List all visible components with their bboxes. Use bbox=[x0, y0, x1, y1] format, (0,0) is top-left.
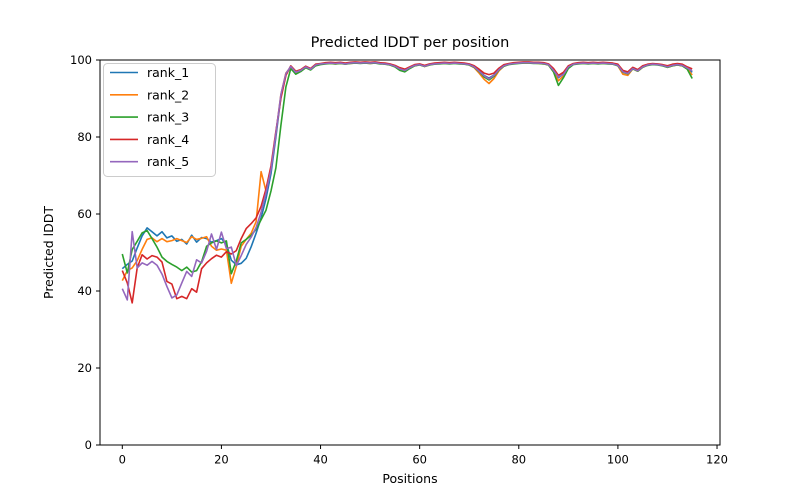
legend-label-rank_5: rank_5 bbox=[147, 154, 189, 169]
x-tick-label: 0 bbox=[119, 453, 126, 467]
legend-label-rank_2: rank_2 bbox=[147, 87, 189, 102]
legend-frame bbox=[103, 63, 216, 177]
x-tick-label: 40 bbox=[313, 453, 328, 467]
legend-label-rank_1: rank_1 bbox=[147, 65, 189, 80]
legend-label-rank_3: rank_3 bbox=[147, 110, 189, 125]
y-axis-label: Predicted lDDT bbox=[41, 206, 56, 299]
y-tick-label: 0 bbox=[85, 438, 92, 452]
x-tick-label: 120 bbox=[706, 453, 728, 467]
series-lines bbox=[121, 61, 693, 304]
x-tick-label: 20 bbox=[214, 453, 229, 467]
chart-title: Predicted lDDT per position bbox=[311, 35, 510, 51]
axes-ticks: 0 20 40 60 80 100 120 0 20 40 60 80 100 bbox=[70, 53, 728, 467]
x-tick-label: 80 bbox=[511, 453, 526, 467]
legend-label-rank_4: rank_4 bbox=[147, 132, 189, 147]
x-axis-label: Positions bbox=[382, 471, 437, 486]
y-tick-label: 20 bbox=[77, 361, 92, 375]
x-tick-label: 60 bbox=[412, 453, 427, 467]
y-tick-label: 100 bbox=[70, 53, 92, 67]
x-tick-label: 100 bbox=[607, 453, 629, 467]
series-line-rank_5 bbox=[121, 61, 693, 301]
y-tick-label: 80 bbox=[77, 130, 92, 144]
legend: rank_1 rank_2 rank_3 rank_4 rank_5 bbox=[103, 63, 216, 177]
y-tick-label: 40 bbox=[77, 284, 92, 298]
y-tick-label: 60 bbox=[77, 207, 92, 221]
